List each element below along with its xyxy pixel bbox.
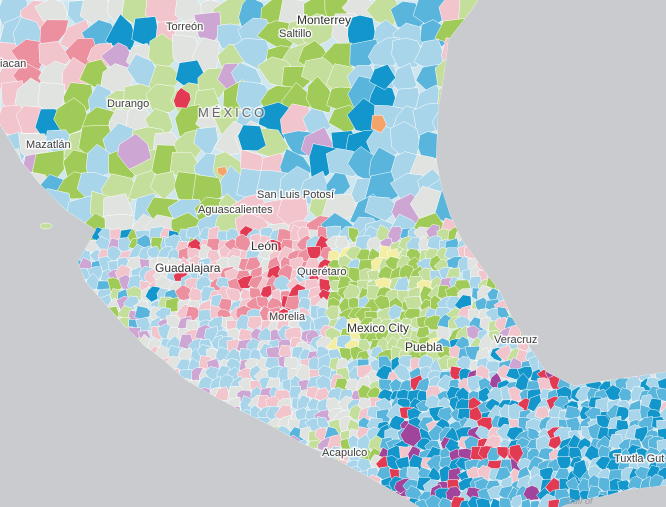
city-label-durango[interactable]: Durango <box>106 97 151 112</box>
municipality[interactable] <box>509 444 524 464</box>
municipality[interactable] <box>547 435 562 450</box>
municipality[interactable] <box>233 37 271 70</box>
municipality[interactable] <box>298 313 314 332</box>
municipality[interactable] <box>655 387 666 403</box>
municipality[interactable] <box>522 485 542 501</box>
municipality[interactable] <box>655 447 666 466</box>
island <box>39 222 53 230</box>
municipality[interactable] <box>399 422 422 447</box>
municipality[interactable] <box>348 327 363 340</box>
city-label-veracruz[interactable]: Veracruz <box>493 333 539 348</box>
municipality[interactable] <box>656 458 666 474</box>
municipality[interactable] <box>347 446 363 463</box>
municipality[interactable] <box>104 13 136 51</box>
municipality[interactable] <box>336 448 351 462</box>
municipality[interactable] <box>399 264 414 281</box>
municipality[interactable] <box>557 496 571 507</box>
municipality[interactable] <box>272 275 292 291</box>
city-label-morelia[interactable]: Morelia <box>268 310 308 325</box>
municipality[interactable] <box>424 494 444 507</box>
city-label-aguascalientes[interactable]: Aguascalientes <box>197 203 275 218</box>
municipality[interactable] <box>306 76 333 114</box>
municipality[interactable] <box>338 347 355 362</box>
municipality[interactable] <box>450 496 468 507</box>
country-label: MÉXICO <box>198 105 267 120</box>
municipality[interactable] <box>520 498 533 507</box>
municipality[interactable] <box>53 97 90 137</box>
municipality[interactable] <box>660 406 666 423</box>
city-label-culiacan[interactable]: iacan <box>0 57 28 72</box>
municipality[interactable] <box>475 497 491 507</box>
city-label-puebla[interactable]: Puebla <box>404 339 445 356</box>
municipality[interactable] <box>507 386 524 402</box>
municipality[interactable] <box>510 494 523 507</box>
city-label-saltillo[interactable]: Saltillo <box>278 27 313 42</box>
municipality[interactable] <box>499 497 512 507</box>
city-label-san-luis-potosi[interactable]: San Luis Potosí <box>256 188 336 203</box>
city-label-tuxtla[interactable]: Tuxtla Gut <box>613 452 666 467</box>
city-label-guadalajara[interactable]: Guadalajara <box>154 260 223 277</box>
water-label: Gulf of <box>566 496 594 506</box>
municipality[interactable] <box>150 171 178 200</box>
city-label-mazatlan[interactable]: Mazatlán <box>25 138 73 153</box>
municipality[interactable] <box>438 497 455 507</box>
city-label-monterrey[interactable]: Monterrey <box>296 12 353 29</box>
municipality[interactable] <box>237 124 267 152</box>
municipality[interactable] <box>219 374 234 391</box>
municipality[interactable] <box>370 114 387 134</box>
city-label-leon[interactable]: León <box>250 238 280 255</box>
municipality[interactable] <box>618 387 635 402</box>
municipality[interactable] <box>368 63 397 91</box>
municipality[interactable] <box>291 346 305 361</box>
municipality[interactable] <box>572 459 588 480</box>
municipality[interactable] <box>364 196 401 222</box>
city-label-acapulco[interactable]: Acapulco <box>321 446 369 461</box>
municipality[interactable] <box>188 287 205 302</box>
municipality[interactable] <box>117 133 152 170</box>
municipality[interactable] <box>467 375 483 393</box>
municipality[interactable] <box>297 13 337 50</box>
municipality[interactable] <box>387 304 403 321</box>
city-label-queretaro[interactable]: Querétaro <box>296 265 349 280</box>
municipality[interactable] <box>216 166 228 177</box>
municipality[interactable] <box>136 245 152 260</box>
city-label-torreon[interactable]: Torreón <box>165 20 205 35</box>
municipality[interactable] <box>145 83 179 113</box>
municipality[interactable] <box>185 225 201 239</box>
municipality[interactable] <box>173 87 192 109</box>
city-label-mexico-city[interactable]: Mexico City <box>346 320 411 337</box>
municipality[interactable] <box>236 81 275 114</box>
